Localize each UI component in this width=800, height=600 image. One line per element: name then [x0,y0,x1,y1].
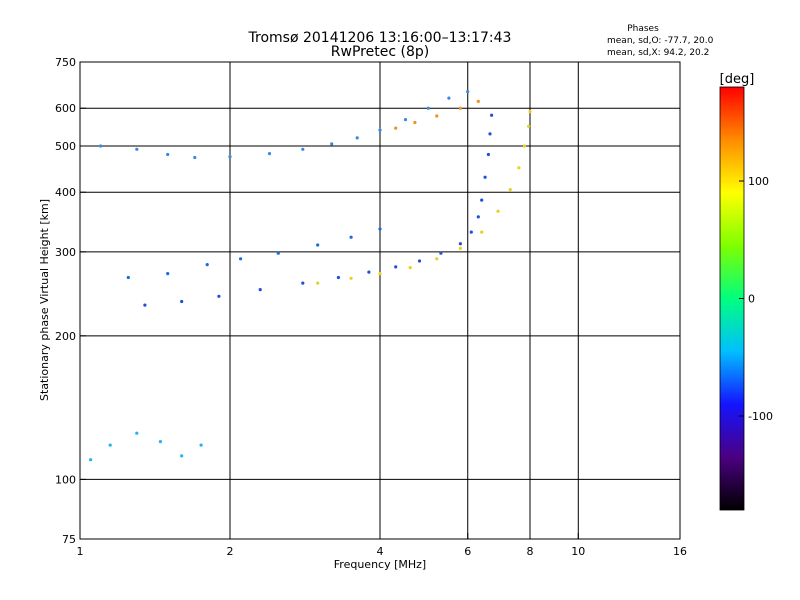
trace-point-x [435,257,439,261]
data-points [89,90,532,462]
colorbar-tick-label: 0 [748,293,755,306]
trace-point-o [439,251,443,255]
colorbar-tick-label: 100 [748,175,769,188]
trace-point-o [483,175,487,179]
trace-point-o [205,263,209,267]
x-tick-label: 4 [377,545,384,558]
trace-point-o [330,142,334,146]
x-tick-label: 1 [77,545,84,558]
chart-subtitle: RwPretec (8p) [331,44,429,60]
phases-x-line: mean, sd,X: 94.2, 20.2 [607,48,709,58]
x-axis: 1 2 4 6 8 10 16 [77,533,687,558]
y-tick-label: 750 [55,56,76,69]
trace-point-o [378,128,382,132]
x-tick-label: 16 [673,545,687,558]
trace-point-o [135,147,139,151]
x-tick-label: 6 [464,545,471,558]
trace-point-o [108,443,112,447]
trace-point-o [143,303,147,307]
trace-point-o [301,147,305,151]
colorbar-tick-label: -100 [748,410,773,423]
trace-point-x [496,209,500,213]
trace-point-o [417,259,422,263]
trace-point-o [267,152,272,156]
trace-point-x [408,266,412,270]
trace-point-o [166,152,170,157]
trace-point-x [476,99,480,103]
chart-title: Tromsø 20141206 13:16:00–13:17:43 [248,30,512,46]
colorbar-ticks: 100 0 -100 [739,175,773,423]
trace-point-o [447,96,451,100]
trace-point-o [336,275,340,280]
trace-point-o [199,443,203,447]
y-tick-label: 200 [55,330,76,343]
trace-point-o [316,243,320,247]
y-tick-label: 600 [55,102,76,115]
trace-point-x [394,126,398,130]
trace-point-x [349,276,353,280]
trace-point-x [413,120,417,125]
trace-point-x [480,230,484,234]
trace-point-o [166,272,170,276]
trace-point-o [476,215,480,219]
trace-point-x [378,272,382,276]
grid-lines [80,62,680,539]
trace-point-x [517,166,521,170]
trace-point-o [466,90,470,94]
trace-point-o [378,227,382,231]
trace-point-x [508,188,512,192]
trace-point-o [488,132,492,136]
trace-point-o [239,257,243,261]
x-tick-label: 2 [227,545,234,558]
trace-point-o [458,242,462,246]
y-tick-label: 300 [55,246,76,259]
x-tick-label: 8 [527,545,534,558]
trace-point-o [99,144,103,148]
trace-point-x [458,106,462,110]
trace-point-o [490,113,494,117]
trace-point-o [426,106,430,110]
y-axis: 75 100 200 300 400 500 600 750 [55,56,86,546]
y-tick-label: 400 [55,186,76,199]
trace-point-o [480,198,484,202]
y-tick-label: 500 [55,140,76,153]
trace-point-o [349,235,353,239]
trace-point-o [276,251,280,255]
trace-point-x [522,144,527,148]
trace-point-o [126,275,130,280]
x-tick-label: 10 [571,545,585,558]
trace-point-x [527,124,531,128]
phases-heading: Phases [627,24,659,34]
trace-point-o [258,288,262,292]
trace-point-o [193,155,197,160]
trace-point-o [228,155,232,159]
y-tick-label: 75 [62,533,76,546]
trace-point-x [458,246,462,250]
trace-point-x [435,114,439,118]
trace-point-o [180,454,184,458]
trace-point-o [367,270,371,274]
phases-o-line: mean, sd,O: -77.7, 20.0 [607,36,714,46]
trace-point-o [403,118,408,122]
trace-point-o [217,294,221,298]
y-axis-label: Stationary phase Virtual Height [km] [38,199,51,401]
trace-point-o [301,281,305,285]
trace-point-o [469,230,473,234]
y-tick-label: 100 [55,473,76,486]
trace-point-o [486,152,490,157]
trace-point-o [158,440,162,444]
trace-point-o [394,265,398,269]
trace-point-o [89,458,93,462]
trace-point-x [528,110,532,114]
colorbar-label: [deg] [720,72,755,87]
trace-point-o [180,299,184,304]
trace-point-o [355,136,359,140]
trace-point-o [135,431,139,435]
trace-point-x [316,281,320,285]
x-axis-label: Frequency [MHz] [334,558,426,571]
